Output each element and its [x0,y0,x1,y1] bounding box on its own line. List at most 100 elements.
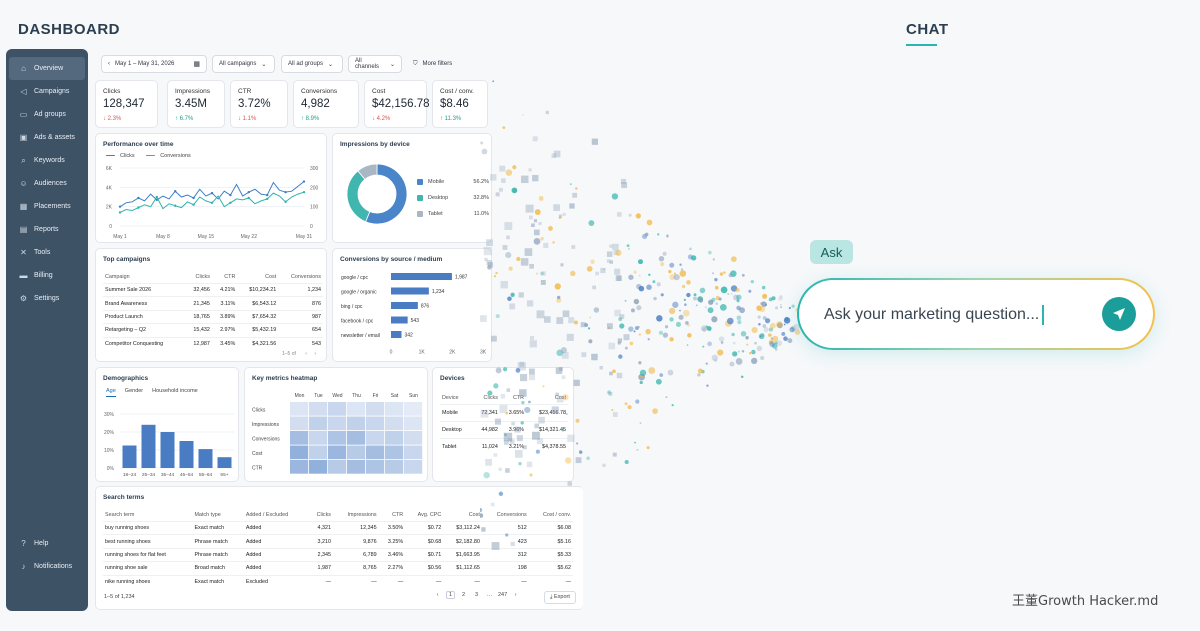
export-button[interactable]: ⤓ Export [544,591,576,604]
particle-dot [502,126,506,129]
table-row[interactable]: best running shoes Phrase match Added 3,210… [103,534,573,548]
bar-label: newsletter / email [341,333,380,339]
channels-filter[interactable]: All channels ⌄ [348,55,402,73]
particle-dot [720,286,728,294]
particle-square [528,368,535,375]
particle-dot [708,299,714,305]
legend-value: 11.0% [473,211,489,217]
column-header: Cost [468,512,480,518]
sidebar-item-settings[interactable]: ⚙ Settings [9,287,85,310]
send-button[interactable] [1102,297,1136,331]
chevron-right-icon[interactable]: › [514,592,517,598]
chevron-left-icon[interactable]: ‹ [305,351,307,357]
table-row[interactable]: running shoes for flat feet Phrase match A… [103,548,573,561]
sidebar-item-billing[interactable]: ▬ Billing [9,264,85,287]
particle-square [518,292,524,298]
particle-dot [666,234,669,237]
sidebar-item-overview[interactable]: ⌂ Overview [9,57,85,80]
particle-square [561,351,569,359]
table-row[interactable]: Mobile 72,341 3.65% $23,456.78 [440,404,568,422]
page-link[interactable]: 247 [498,592,508,598]
particle-dot [507,296,512,302]
campaigns-filter[interactable]: All campaigns ⌄ [212,55,275,73]
table-row[interactable]: Product Launch 18,765 3.89% $7,654.32 987 [103,310,323,323]
particle-dot [718,336,725,342]
page-link[interactable]: 3 [474,592,479,598]
demographics-tab[interactable]: Gender [124,388,144,394]
table-row[interactable]: Desktop 44,982 3.96% $14,321.45 [440,421,568,439]
chevron-right-icon[interactable]: › [314,351,316,357]
table-cell: — [371,578,377,585]
date-range-picker[interactable]: ‹ May 1 – May 31, 2026 ▦ [101,55,207,73]
sidebar-item-tools[interactable]: ✕ Tools [9,241,85,264]
chat-heading: CHAT [906,21,949,38]
particle-square [553,204,560,211]
y-tick: 30% [104,412,115,418]
sidebar-item-notifications[interactable]: ♪ Notifications [9,555,85,578]
ad-groups-filter[interactable]: All ad groups ⌄ [281,55,343,73]
particle-square [504,222,513,230]
table-cell: 2.27% [387,565,404,572]
table-cell: $5.33 [557,551,572,558]
sidebar-item-campaigns[interactable]: ◁ Campaigns [9,80,85,103]
table-cell: $5.16 [557,538,572,545]
page-link[interactable]: 2 [461,592,466,598]
table-row[interactable]: running shoe sale Broad match Added 1,987 8,… [103,561,573,575]
sidebar-item-help[interactable]: ? Help [9,532,85,555]
sidebar-item-reports[interactable]: ▤ Reports [9,218,85,241]
page-link[interactable]: 1 [446,591,455,599]
particle-dot [735,288,740,292]
particle-dot [748,289,752,293]
particle-dot [646,219,653,226]
particle-dot [776,321,783,328]
particle-square [612,243,619,251]
particle-dot [576,442,579,445]
chevron-left-icon[interactable]: ‹ [108,61,110,67]
table-row[interactable]: nike running shoes Exact match Excluded — — —… [103,575,573,588]
particle-dot [705,362,708,365]
column-header: Cost [265,274,277,280]
particle-dot [678,314,684,320]
chat-input[interactable]: Ask your marketing question... [824,306,1040,323]
table-cell: Competitor Conquesting [105,340,164,347]
table-row[interactable]: Competitor Conquesting 12,987 3.45% $4,321.… [103,337,323,350]
particle-dot [660,293,664,297]
particle-dot [750,279,755,284]
table-row[interactable]: Brand Awareness 21,345 3.11% $6,543.12 876 [103,296,323,310]
particle-square [498,467,502,471]
particle-dot [603,268,606,271]
heatmap-cell [309,460,328,474]
sidebar-item-keywords[interactable]: ⌕ Keywords [9,149,85,172]
particle-dot [512,165,517,170]
table-cell: $4,378.55 [542,444,566,450]
particle-dot [520,421,524,425]
sidebar-item-placements[interactable]: ▦ Placements [9,195,85,218]
sidebar-item-ad-groups[interactable]: ▭ Ad groups [9,103,85,126]
table-cell: $0.68 [427,538,442,545]
chevron-left-icon[interactable]: ‹ [436,592,439,598]
sidebar-item-label: Settings [34,295,60,302]
legend-swatch [417,211,423,217]
particle-square [540,280,546,285]
particle-stream-decoration [480,80,801,550]
demographics-tab[interactable]: Age [106,388,116,397]
table-row[interactable]: Summer Sale 2026 32,456 4.21% $10,234.21 1,2… [103,283,323,297]
sidebar-item-ads-assets[interactable]: ▣ Ads & assets [9,126,85,149]
particle-dot [707,341,712,347]
particle-dot [745,336,749,340]
particle-dot [772,335,779,342]
heatmap-cell [404,416,423,431]
particle-dot [648,367,656,374]
demographics-tab[interactable]: Household income [152,388,198,394]
sidebar-item-audiences[interactable]: ☺ Audiences [9,172,85,195]
table-cell: 312 [517,551,527,558]
y-left-tick: 6K [106,166,113,172]
particle-dot [578,450,583,454]
table-row[interactable]: Retargeting – Q2 15,432 2.97% $5,432.19 654 [103,323,323,337]
bar-value: 543 [411,318,420,324]
particle-dot [774,347,778,351]
more-filters-button[interactable]: ⛉ More filters [407,55,469,73]
particle-dot [779,303,782,306]
particle-square [614,268,621,275]
table-row[interactable]: buy running shoes Exact match Added 4,321 12… [103,521,573,535]
